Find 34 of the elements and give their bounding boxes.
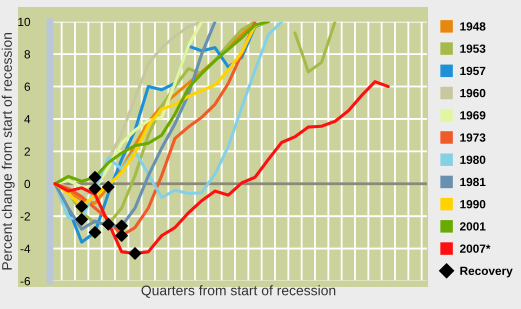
y-tick-label: 6	[24, 82, 30, 91]
y-tick-label: -2	[20, 212, 30, 220]
point	[128, 247, 142, 260]
point	[115, 229, 128, 242]
point	[88, 182, 102, 195]
y-axis-title: Percent change from start of recession	[2, 32, 15, 270]
point	[115, 220, 128, 232]
legend-label: 1981	[460, 178, 486, 186]
legend-label: 1969	[460, 111, 486, 120]
legend-label: 2001	[460, 222, 486, 231]
point	[88, 226, 102, 239]
legend-label: 2007*	[460, 244, 490, 253]
y-tick-label: -6	[20, 277, 30, 286]
y-tick-label: 10	[18, 18, 30, 26]
legend-label: 1960	[460, 88, 486, 98]
point	[75, 213, 88, 226]
legend-label: Recovery	[460, 266, 513, 278]
y-tick-label: 8	[24, 50, 30, 59]
y-tick-label: 4	[24, 115, 30, 124]
legend-label: 1990	[460, 200, 486, 208]
legend-label: 1948	[460, 22, 486, 31]
point	[102, 180, 115, 194]
legend-label: 1980	[460, 156, 486, 164]
y-tick-label: 2	[24, 147, 30, 156]
point	[88, 171, 102, 184]
legend-label: 1953	[460, 44, 486, 53]
point	[75, 200, 88, 213]
legend-label: 1957	[460, 66, 486, 76]
legend-label: 1973	[460, 133, 486, 142]
point	[102, 218, 115, 231]
line-series	[53, 22, 217, 231]
x-axis-title: Quarters from start of recession	[142, 285, 336, 298]
y-tick-label: 0	[24, 180, 30, 188]
y-tick-label: -4	[20, 244, 30, 253]
